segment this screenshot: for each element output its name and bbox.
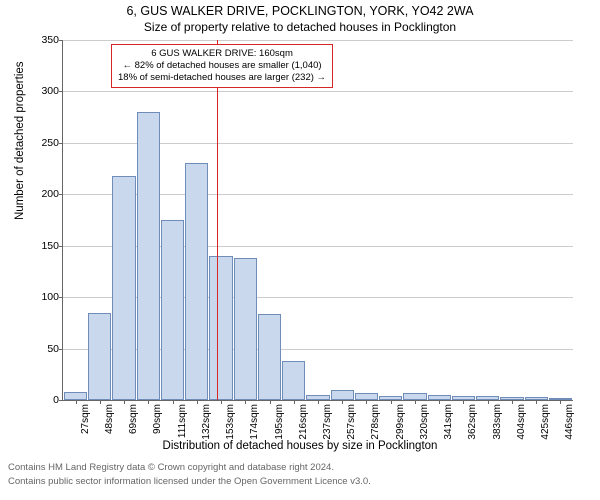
reference-line — [217, 40, 218, 400]
x-tick-label: 425sqm — [540, 404, 551, 440]
histogram-bar — [549, 398, 572, 400]
plot-area: 6 GUS WALKER DRIVE: 160sqm ← 82% of deta… — [62, 40, 573, 401]
histogram-bar — [476, 396, 499, 400]
histogram-bar — [234, 258, 257, 400]
x-tick-label: 320sqm — [419, 404, 430, 440]
y-tick-label: 100 — [41, 291, 59, 303]
chart-subtitle: Size of property relative to detached ho… — [0, 20, 600, 34]
histogram-bar — [209, 256, 232, 400]
footer-copyright-2: Contains public sector information licen… — [8, 476, 371, 487]
histogram-bar — [403, 393, 426, 400]
y-tick-label: 150 — [41, 240, 59, 252]
x-tick-label: 257sqm — [346, 404, 357, 440]
histogram-bar — [428, 395, 451, 400]
x-tick-label: 132sqm — [201, 404, 212, 440]
histogram-bar — [452, 396, 475, 400]
annotation-line3: 18% of semi-detached houses are larger (… — [118, 72, 326, 83]
gridline — [63, 91, 573, 92]
x-tick-label: 299sqm — [395, 404, 406, 440]
x-tick-label: 69sqm — [128, 404, 139, 434]
histogram-bar — [500, 397, 523, 400]
y-tick-label: 300 — [41, 85, 59, 97]
x-tick-label: 446sqm — [564, 404, 575, 440]
y-axis-label: Number of detached properties — [14, 61, 26, 220]
histogram-bar — [185, 163, 208, 400]
histogram-bar — [64, 392, 87, 400]
x-axis-label: Distribution of detached houses by size … — [0, 440, 600, 452]
x-tick-label: 90sqm — [152, 404, 163, 434]
histogram-bar — [88, 313, 111, 400]
y-tick-label: 250 — [41, 137, 59, 149]
x-tick-label: 195sqm — [274, 404, 285, 440]
annotation-box: 6 GUS WALKER DRIVE: 160sqm ← 82% of deta… — [111, 44, 333, 88]
annotation-line1: 6 GUS WALKER DRIVE: 160sqm — [151, 48, 293, 59]
x-tick-label: 362sqm — [467, 404, 478, 440]
x-tick-label: 216sqm — [298, 404, 309, 440]
y-tick-label: 50 — [47, 343, 59, 355]
histogram-bar — [306, 395, 329, 400]
annotation-line2: ← 82% of detached houses are smaller (1,… — [122, 60, 321, 71]
histogram-bar — [355, 393, 378, 400]
histogram-bar — [525, 397, 548, 400]
chart-title-address: 6, GUS WALKER DRIVE, POCKLINGTON, YORK, … — [0, 4, 600, 18]
y-tick-label: 200 — [41, 188, 59, 200]
x-tick-label: 48sqm — [104, 404, 115, 434]
y-tick-label: 0 — [53, 394, 59, 406]
x-tick-label: 278sqm — [370, 404, 381, 440]
y-tick-label: 350 — [41, 34, 59, 46]
x-tick-label: 341sqm — [443, 404, 454, 440]
x-tick-label: 174sqm — [249, 404, 260, 440]
histogram-bar — [282, 361, 305, 400]
x-tick-label: 237sqm — [322, 404, 333, 440]
x-tick-label: 111sqm — [177, 404, 188, 438]
x-tick-label: 383sqm — [492, 404, 503, 440]
histogram-bar — [161, 220, 184, 400]
histogram-bar — [112, 176, 135, 400]
histogram-bar — [331, 390, 354, 400]
x-tick-label: 153sqm — [225, 404, 236, 440]
histogram-bar — [379, 396, 402, 400]
histogram-bar — [258, 314, 281, 400]
gridline — [63, 40, 573, 41]
histogram-bar — [137, 112, 160, 400]
x-tick-label: 404sqm — [516, 404, 527, 440]
x-tick-label: 27sqm — [80, 404, 91, 434]
footer-copyright-1: Contains HM Land Registry data © Crown c… — [8, 462, 334, 473]
chart-container: 6, GUS WALKER DRIVE, POCKLINGTON, YORK, … — [0, 0, 600, 500]
